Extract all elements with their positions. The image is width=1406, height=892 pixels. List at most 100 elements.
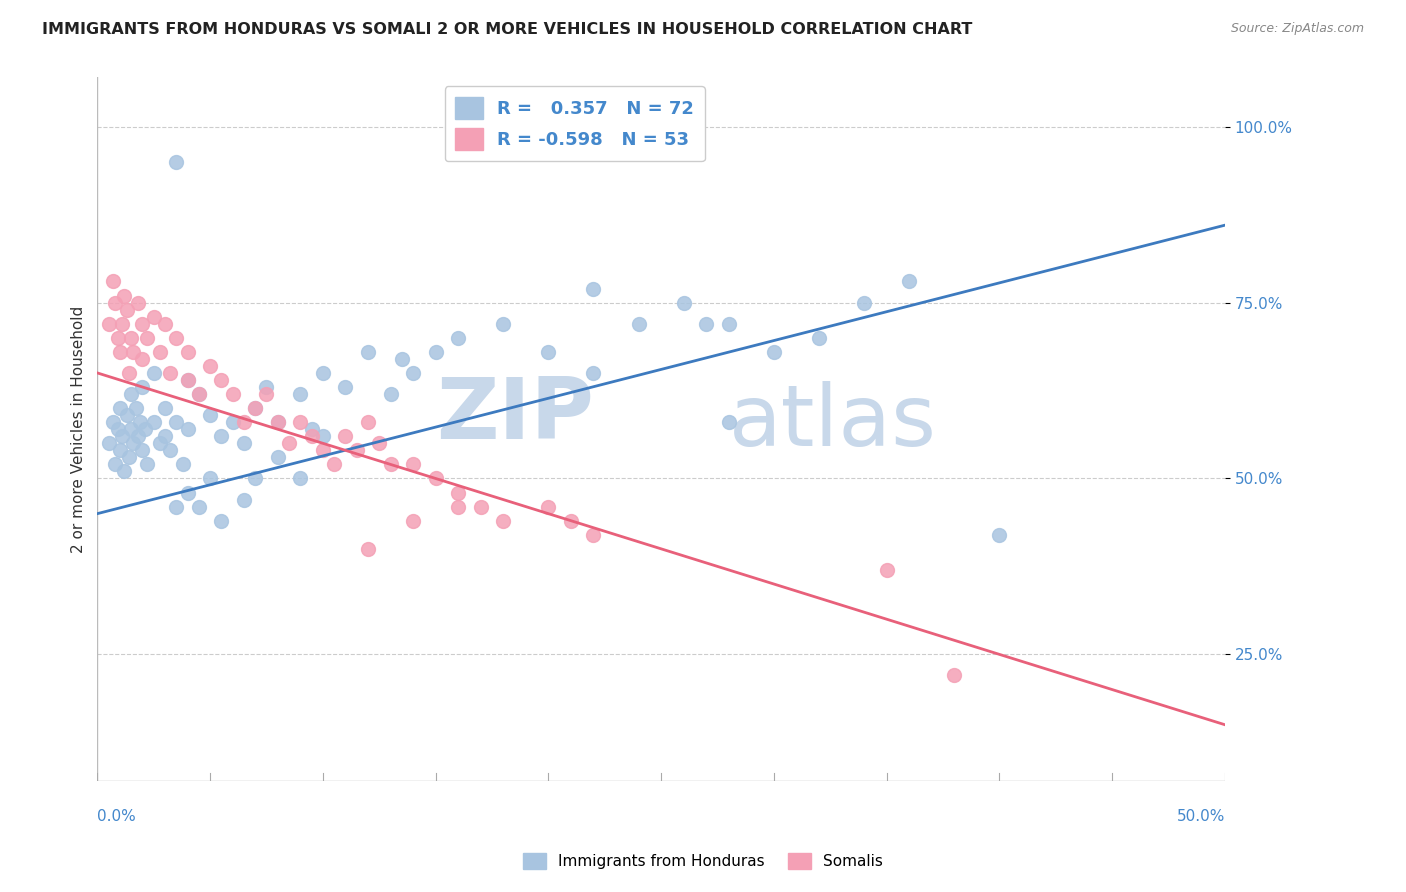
Point <box>97 436 120 450</box>
Point <box>176 485 198 500</box>
Point <box>290 387 312 401</box>
Point <box>312 443 335 458</box>
Point <box>187 387 209 401</box>
Point <box>346 443 368 458</box>
Point <box>380 387 402 401</box>
Point <box>278 436 301 450</box>
Point <box>537 344 560 359</box>
Point <box>112 288 135 302</box>
Point <box>108 401 131 416</box>
Point <box>176 373 198 387</box>
Point <box>122 436 145 450</box>
Point <box>118 366 141 380</box>
Point <box>108 443 131 458</box>
Point <box>165 331 187 345</box>
Point <box>301 422 323 436</box>
Point <box>131 317 153 331</box>
Point <box>447 485 470 500</box>
Point <box>176 422 198 436</box>
Point <box>131 443 153 458</box>
Point <box>672 295 695 310</box>
Text: IMMIGRANTS FROM HONDURAS VS SOMALI 2 OR MORE VEHICLES IN HOUSEHOLD CORRELATION C: IMMIGRANTS FROM HONDURAS VS SOMALI 2 OR … <box>42 22 973 37</box>
Point <box>582 366 605 380</box>
Point <box>256 387 278 401</box>
Point <box>136 331 159 345</box>
Point <box>101 275 124 289</box>
Point <box>290 415 312 429</box>
Point <box>165 500 187 514</box>
Point <box>492 514 515 528</box>
Point <box>134 422 156 436</box>
Point <box>131 351 153 366</box>
Point <box>492 317 515 331</box>
Point <box>232 436 254 450</box>
Point <box>125 401 148 416</box>
Point <box>312 429 335 443</box>
Point <box>267 415 290 429</box>
Point <box>142 415 165 429</box>
Point <box>256 380 278 394</box>
Point <box>115 302 138 317</box>
Point <box>582 281 605 295</box>
Point <box>209 373 232 387</box>
Point <box>312 366 335 380</box>
Point <box>627 317 650 331</box>
Point <box>209 514 232 528</box>
Point <box>232 415 254 429</box>
Y-axis label: 2 or more Vehicles in Household: 2 or more Vehicles in Household <box>72 306 86 553</box>
Point <box>149 436 172 450</box>
Point <box>245 401 267 416</box>
Point <box>104 458 127 472</box>
Point <box>582 528 605 542</box>
Point <box>198 359 221 373</box>
Point <box>380 458 402 472</box>
Point <box>402 458 425 472</box>
Text: atlas: atlas <box>728 381 936 464</box>
Point <box>357 415 380 429</box>
Point <box>368 436 391 450</box>
Point <box>323 458 346 472</box>
Text: 0.0%: 0.0% <box>97 809 136 824</box>
Point <box>131 380 153 394</box>
Legend: R =   0.357   N = 72, R = -0.598   N = 53: R = 0.357 N = 72, R = -0.598 N = 53 <box>444 87 704 161</box>
Point <box>335 429 357 443</box>
Point <box>127 429 149 443</box>
Point <box>198 471 221 485</box>
Point <box>762 344 785 359</box>
Point <box>209 429 232 443</box>
Point <box>118 450 141 465</box>
Point <box>695 317 717 331</box>
Point <box>129 415 152 429</box>
Point <box>153 401 176 416</box>
Point <box>402 366 425 380</box>
Point <box>165 154 187 169</box>
Point <box>425 471 447 485</box>
Point <box>221 387 243 401</box>
Point <box>717 415 740 429</box>
Point <box>159 443 181 458</box>
Point <box>537 500 560 514</box>
Point <box>142 366 165 380</box>
Point <box>988 528 1011 542</box>
Point <box>115 408 138 422</box>
Point <box>876 563 898 577</box>
Point <box>717 317 740 331</box>
Point <box>391 351 413 366</box>
Point <box>425 344 447 359</box>
Point <box>176 344 198 359</box>
Point <box>101 415 124 429</box>
Point <box>560 514 582 528</box>
Point <box>447 331 470 345</box>
Point <box>357 344 380 359</box>
Point <box>104 295 127 310</box>
Point <box>357 541 380 556</box>
Text: Source: ZipAtlas.com: Source: ZipAtlas.com <box>1230 22 1364 36</box>
Point <box>853 295 876 310</box>
Point <box>187 387 209 401</box>
Point <box>97 317 120 331</box>
Point <box>245 471 267 485</box>
Point <box>108 344 131 359</box>
Point <box>447 500 470 514</box>
Point <box>153 429 176 443</box>
Point <box>898 275 921 289</box>
